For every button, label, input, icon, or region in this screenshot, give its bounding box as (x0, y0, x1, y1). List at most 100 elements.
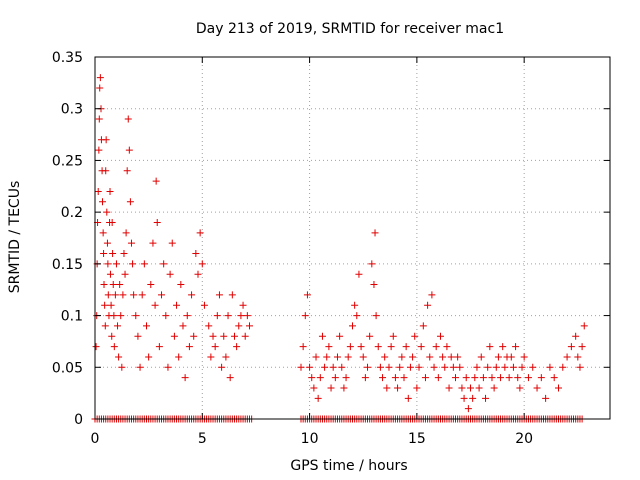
data-point (533, 384, 541, 392)
data-point (357, 343, 365, 351)
data-point (230, 332, 238, 340)
data-point (152, 177, 160, 185)
data-point (529, 363, 537, 371)
data-point (333, 353, 341, 361)
data-point (200, 301, 208, 309)
data-point (469, 394, 477, 402)
data-point (546, 363, 554, 371)
data-point (398, 353, 406, 361)
data-point (306, 363, 314, 371)
data-point (574, 353, 582, 361)
data-point (436, 332, 444, 340)
grid-lines (95, 57, 610, 419)
y-tick-label: 0.05 (52, 360, 83, 376)
y-tick-label: 0.1 (61, 309, 83, 325)
x-tick-label: 0 (91, 431, 100, 447)
data-point (136, 363, 144, 371)
data-point (110, 343, 118, 351)
data-point (376, 363, 384, 371)
data-point (106, 270, 114, 278)
data-point (101, 322, 109, 330)
data-point (323, 353, 331, 361)
data-point (417, 343, 425, 351)
y-tick-label: 0.3 (61, 102, 83, 118)
data-point (134, 332, 142, 340)
data-point (316, 374, 324, 382)
data-point (112, 260, 120, 268)
data-point (213, 312, 221, 320)
data-point (107, 301, 115, 309)
data-point (237, 312, 245, 320)
data-point (479, 374, 487, 382)
data-point (340, 384, 348, 392)
data-point (576, 363, 584, 371)
data-point (140, 260, 148, 268)
data-point (550, 374, 558, 382)
data-point (404, 394, 412, 402)
data-point (110, 312, 118, 320)
data-point (542, 394, 550, 402)
axis-ticks: 0 0.05 0.1 0.15 0.2 0.25 0.3 0.35 0 5 10 15 20 (52, 50, 610, 447)
data-point (96, 74, 104, 82)
data-point (122, 229, 130, 237)
data-point (127, 239, 135, 247)
data-point (211, 343, 219, 351)
data-point (361, 374, 369, 382)
data-point (331, 374, 339, 382)
data-point (297, 363, 305, 371)
data-point (381, 353, 389, 361)
data-point (379, 374, 387, 382)
data-point (449, 363, 457, 371)
data-point (130, 291, 138, 299)
data-point (321, 363, 329, 371)
data-point (205, 322, 213, 330)
data-point (338, 363, 346, 371)
data-point (413, 384, 421, 392)
data-point (441, 363, 449, 371)
data-point (99, 198, 107, 206)
plot-frame (94, 56, 611, 420)
data-point (355, 270, 363, 278)
data-point (391, 374, 399, 382)
data-point (224, 312, 232, 320)
data-point (327, 384, 335, 392)
data-point (464, 405, 472, 413)
data-point (426, 353, 434, 361)
data-point (406, 363, 414, 371)
data-point (520, 353, 528, 361)
data-point (402, 343, 410, 351)
data-point (103, 208, 111, 216)
data-point (308, 374, 316, 382)
data-point (177, 281, 185, 289)
data-point (443, 343, 451, 351)
data-point (516, 384, 524, 392)
data-point (351, 301, 359, 309)
data-point (104, 260, 112, 268)
data-point (462, 374, 470, 382)
data-point (310, 384, 318, 392)
data-point (170, 332, 178, 340)
data-point (364, 363, 372, 371)
data-point (467, 384, 475, 392)
data-point (318, 332, 326, 340)
data-point (108, 332, 116, 340)
data-point (194, 270, 202, 278)
data-point (484, 363, 492, 371)
data-point (458, 384, 466, 392)
data-point (164, 363, 172, 371)
data-point (415, 363, 423, 371)
data-point (94, 187, 102, 195)
data-point (409, 353, 417, 361)
data-point (430, 363, 438, 371)
data-point (301, 312, 309, 320)
data-point (147, 281, 155, 289)
x-axis-label: GPS time / hours (290, 458, 407, 474)
data-point (226, 374, 234, 382)
data-point (175, 353, 183, 361)
data-point (475, 384, 483, 392)
data-point (325, 343, 333, 351)
data-point (198, 260, 206, 268)
data-point (143, 322, 150, 330)
data-point (349, 322, 356, 330)
